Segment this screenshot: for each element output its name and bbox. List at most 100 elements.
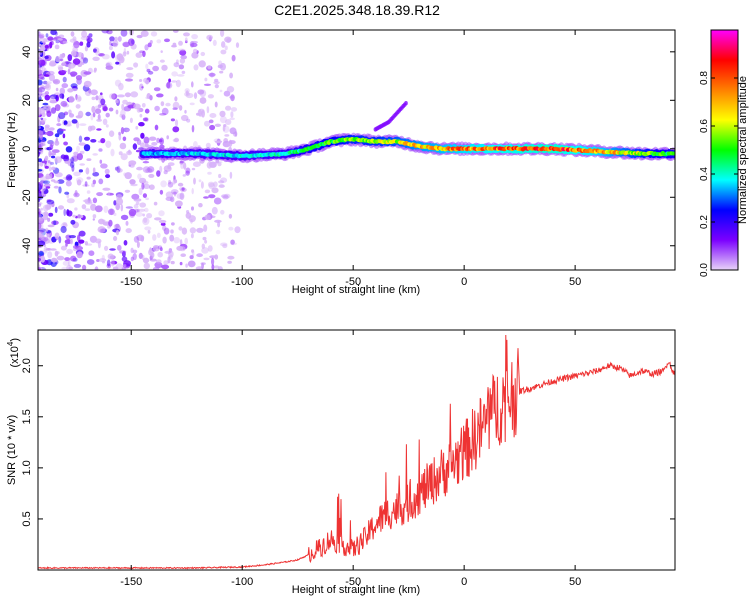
noise-speck (109, 93, 116, 100)
noise-speck (38, 86, 46, 93)
noise-speck (54, 133, 60, 138)
noise-speck (42, 204, 49, 212)
noise-speck (73, 192, 80, 198)
noise-speck (49, 41, 53, 49)
top-y-label: Frequency (Hz) (6, 112, 18, 188)
noise-speck (214, 254, 219, 260)
noise-speck (96, 128, 102, 131)
noise-speck (63, 208, 66, 217)
noise-speck (41, 160, 47, 164)
noise-speck (94, 266, 99, 270)
noise-speck (133, 62, 139, 68)
noise-speck (95, 95, 99, 101)
noise-speck (78, 135, 83, 143)
noise-speck (144, 207, 149, 213)
noise-speck (58, 186, 62, 194)
noise-speck (38, 237, 42, 241)
noise-speck (222, 195, 229, 200)
noise-speck (211, 257, 215, 266)
noise-speck (123, 172, 127, 176)
colorbar-label: Normalized spectral amplitude (737, 76, 749, 224)
noise-speck (184, 88, 190, 94)
noise-speck (170, 229, 174, 234)
noise-speck (213, 81, 220, 85)
noise-speck (54, 140, 60, 146)
noise-speck (181, 114, 189, 122)
noise-speck (165, 82, 173, 89)
noise-speck (186, 210, 190, 214)
noise-speck (57, 38, 63, 41)
noise-speck (193, 177, 196, 185)
noise-speck (92, 179, 97, 185)
noise-speck (105, 112, 110, 118)
noise-speck (115, 99, 119, 104)
noise-speck (41, 188, 44, 197)
noise-speck (49, 161, 55, 165)
noise-speck (104, 245, 109, 251)
noise-speck (215, 159, 220, 164)
noise-speck (179, 49, 187, 56)
noise-speck (38, 34, 44, 39)
noise-speck (133, 236, 139, 243)
noise-speck (92, 153, 98, 156)
noise-speck (161, 64, 168, 71)
noise-speck (60, 40, 63, 44)
noise-speck (185, 170, 190, 176)
noise-speck (126, 129, 130, 132)
noise-speck (38, 125, 41, 130)
noise-speck (191, 167, 196, 171)
noise-speck (68, 95, 75, 103)
noise-speck (135, 52, 143, 58)
noise-speck (38, 251, 44, 256)
noise-speck (122, 41, 131, 47)
noise-speck (61, 62, 67, 66)
noise-speck (225, 105, 232, 111)
noise-speck (218, 184, 225, 188)
y-tick-label: 0.5 (21, 511, 33, 526)
noise-speck (50, 30, 57, 36)
noise-speck (47, 251, 53, 259)
noise-speck (172, 126, 180, 133)
noise-speck (98, 258, 107, 263)
noise-speck (49, 173, 53, 180)
noise-speck (211, 206, 218, 215)
noise-speck (38, 203, 42, 207)
noise-speck (70, 157, 75, 164)
noise-speck (58, 66, 64, 71)
noise-speck (171, 222, 175, 226)
noise-speck (186, 118, 191, 123)
noise-speck (116, 168, 123, 173)
noise-speck (235, 42, 240, 48)
noise-speck (158, 219, 167, 224)
noise-speck (69, 71, 78, 77)
snr-area (38, 330, 675, 570)
noise-speck (38, 216, 42, 220)
noise-speck (84, 136, 90, 141)
noise-speck (150, 31, 158, 37)
noise-speck (44, 55, 49, 60)
noise-speck (168, 78, 172, 83)
noise-speck (142, 117, 148, 122)
noise-speck (39, 176, 48, 182)
noise-speck (47, 160, 51, 164)
noise-speck (167, 256, 171, 264)
noise-speck (64, 191, 70, 195)
noise-speck (127, 104, 136, 109)
noise-speck (38, 52, 41, 59)
noise-speck (112, 266, 119, 270)
y-multiplier-base: (x10 (9, 346, 21, 367)
noise-speck (58, 112, 66, 120)
noise-speck (218, 60, 223, 66)
noise-speck (60, 54, 65, 59)
noise-speck (172, 42, 177, 47)
noise-speck (156, 232, 161, 238)
noise-speck (51, 166, 56, 171)
noise-speck (181, 227, 188, 235)
noise-speck (59, 128, 66, 132)
ridge-core (671, 151, 675, 156)
noise-speck (133, 103, 141, 110)
noise-speck (40, 84, 45, 90)
noise-speck (47, 224, 55, 228)
noise-speck (184, 237, 188, 245)
noise-speck (154, 217, 162, 221)
